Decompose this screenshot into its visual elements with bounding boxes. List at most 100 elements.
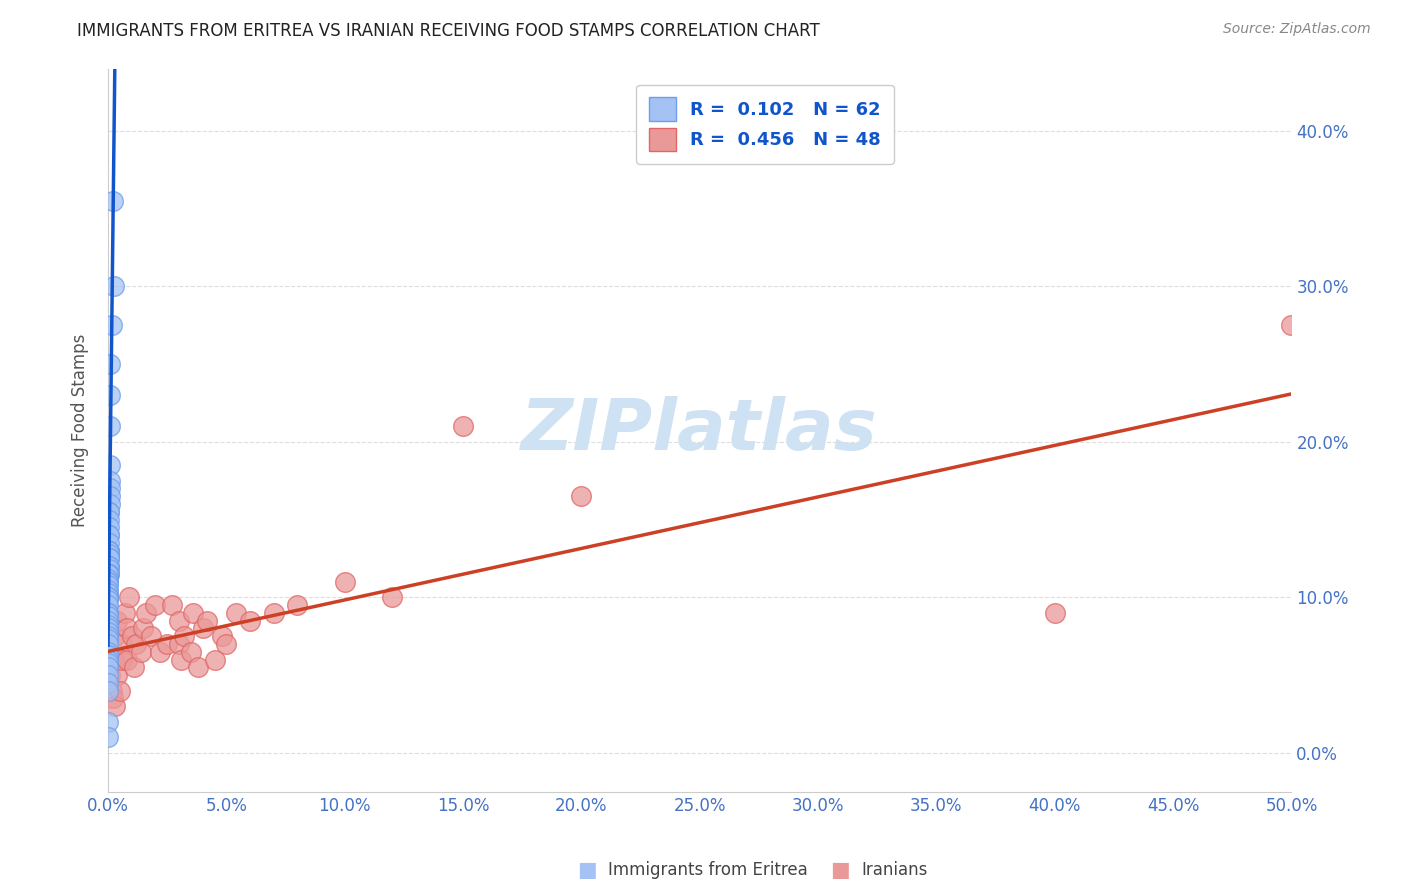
Point <box>115 652 138 666</box>
Point <box>98 528 121 542</box>
Point <box>333 574 356 589</box>
Legend: R =  0.102   N = 62, R =  0.456   N = 48: R = 0.102 N = 62, R = 0.456 N = 48 <box>636 85 894 164</box>
Point <box>125 637 148 651</box>
Point <box>98 505 121 519</box>
Point <box>121 629 143 643</box>
Point <box>97 621 120 635</box>
Point <box>97 683 120 698</box>
Point <box>160 598 183 612</box>
Point <box>225 606 247 620</box>
Point <box>204 652 226 666</box>
Point <box>97 591 120 605</box>
Point <box>167 637 190 651</box>
Point <box>143 598 166 612</box>
Text: ZIPlatlas: ZIPlatlas <box>522 396 879 465</box>
Point <box>97 547 120 561</box>
Point <box>239 614 262 628</box>
Point <box>98 528 121 542</box>
Point <box>97 645 120 659</box>
Point <box>97 591 120 605</box>
Point <box>97 585 120 599</box>
Point <box>97 551 120 566</box>
Point <box>97 637 120 651</box>
Point <box>173 629 195 643</box>
Point <box>97 609 120 624</box>
Point <box>98 357 121 371</box>
Point <box>104 629 127 643</box>
Point <box>149 645 172 659</box>
Point <box>97 574 120 589</box>
Point <box>97 566 120 581</box>
Point <box>97 614 120 628</box>
Point <box>118 591 141 605</box>
Point <box>97 578 120 592</box>
Point <box>97 591 120 605</box>
Point <box>101 194 124 208</box>
Point <box>98 520 121 534</box>
Point <box>97 572 120 586</box>
Point <box>122 660 145 674</box>
Point <box>98 505 121 519</box>
Point <box>97 714 120 729</box>
Point <box>97 559 120 574</box>
Point <box>97 566 120 581</box>
Point <box>100 683 122 698</box>
Point <box>569 489 592 503</box>
Point <box>170 652 193 666</box>
Point <box>97 629 120 643</box>
Point <box>98 543 121 558</box>
Point <box>211 629 233 643</box>
Point <box>180 645 202 659</box>
Point <box>263 606 285 620</box>
Point <box>97 606 120 620</box>
Point <box>111 637 134 651</box>
Point <box>97 660 120 674</box>
Point <box>451 419 474 434</box>
Point <box>98 419 121 434</box>
Point <box>97 652 120 666</box>
Point <box>381 591 404 605</box>
Point <box>97 559 120 574</box>
Point <box>97 668 120 682</box>
Point <box>191 621 214 635</box>
Point <box>97 598 120 612</box>
Point <box>103 279 125 293</box>
Point <box>156 637 179 651</box>
Point <box>132 621 155 635</box>
Point <box>197 614 219 628</box>
Point <box>97 543 120 558</box>
Point <box>114 606 136 620</box>
Point <box>97 676 120 690</box>
Point <box>98 497 121 511</box>
Point <box>97 562 120 576</box>
Point <box>97 731 120 745</box>
Point <box>107 668 129 682</box>
Point <box>108 683 131 698</box>
Y-axis label: Receiving Food Stamps: Receiving Food Stamps <box>72 334 89 527</box>
Point <box>111 652 134 666</box>
Point <box>97 618 120 632</box>
Point <box>98 668 121 682</box>
Text: IMMIGRANTS FROM ERITREA VS IRANIAN RECEIVING FOOD STAMPS CORRELATION CHART: IMMIGRANTS FROM ERITREA VS IRANIAN RECEI… <box>77 22 820 40</box>
Point <box>135 606 157 620</box>
Point <box>97 543 120 558</box>
Text: ■: ■ <box>578 860 598 880</box>
Point <box>97 656 120 670</box>
Text: Source: ZipAtlas.com: Source: ZipAtlas.com <box>1223 22 1371 37</box>
Point <box>107 614 129 628</box>
Point <box>97 551 120 566</box>
Point <box>97 648 120 662</box>
Text: Iranians: Iranians <box>862 861 928 879</box>
Point <box>97 632 120 647</box>
Point <box>215 637 238 651</box>
Point <box>97 593 120 607</box>
Point <box>104 699 127 714</box>
Point <box>98 388 121 402</box>
Point <box>97 606 120 620</box>
Point <box>103 652 125 666</box>
Point <box>181 606 204 620</box>
Point <box>101 691 124 706</box>
Point <box>167 614 190 628</box>
Point <box>98 536 121 550</box>
Point <box>285 598 308 612</box>
